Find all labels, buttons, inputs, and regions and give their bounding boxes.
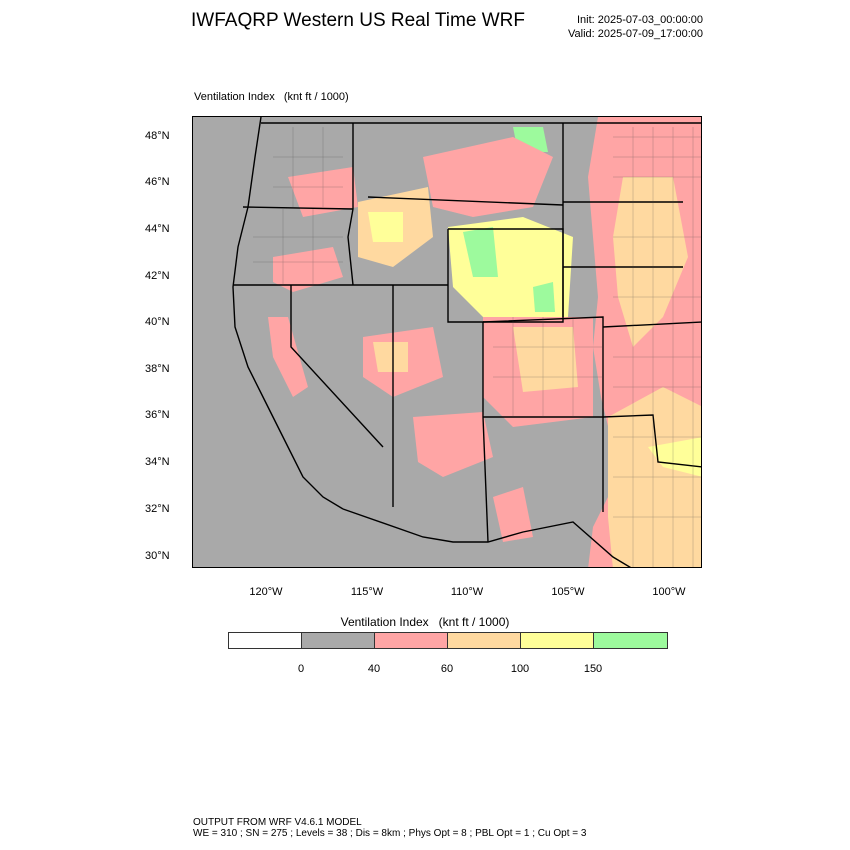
colorbar-label-150: 150 (583, 663, 603, 675)
lat-tick-40: 40°N (145, 316, 170, 328)
colorbar-box-3 (448, 633, 521, 648)
lon-tick-100: 100°W (652, 586, 686, 598)
ca-nv-border (290, 285, 384, 448)
shade-40-60-oregon (273, 247, 343, 292)
lat-tick-32: 32°N (145, 503, 170, 515)
footer-config-line: WE = 310 ; SN = 275 ; Levels = 38 ; Dis … (193, 828, 587, 839)
shade-40-60-arizona (413, 412, 493, 477)
lat-tick-34: 34°N (145, 456, 170, 468)
shade-40-60-sierra (268, 317, 308, 397)
plot-title: IWFAQRP Western US Real Time WRF (191, 10, 525, 31)
lat-tick-44: 44°N (145, 223, 170, 235)
county-lines (253, 127, 701, 567)
colorbar-label-100: 100 (510, 663, 530, 675)
wa-or-border (242, 206, 354, 210)
colorbar-title: Ventilation Index (knt ft / 1000) (340, 615, 510, 629)
lon-tick-120: 120°W (249, 586, 283, 598)
county-lines-co (493, 317, 603, 417)
shade-60-100-northplains (613, 177, 688, 347)
shade-60-100-southplains (608, 387, 701, 567)
ok-tx-border (602, 414, 701, 468)
lat-tick-30: 30°N (145, 550, 170, 562)
shade-150-wyoming-e (533, 282, 555, 312)
footer-model-line: OUTPUT FROM WRF V4.6.1 MODEL (193, 817, 362, 828)
lat-tick-38: 38°N (145, 363, 170, 375)
lon-tick-105: 105°W (551, 586, 585, 598)
county-lines-wa (273, 127, 343, 207)
shade-150-wyoming (463, 227, 498, 277)
shade-40-60-newmexico (493, 487, 533, 542)
field-label: Ventilation Index (knt ft / 1000) (194, 91, 349, 103)
mt-wy-border (367, 196, 564, 206)
lat-tick-36: 36°N (145, 409, 170, 421)
colorbar-label-60: 60 (440, 663, 454, 675)
idaho-west-border (347, 123, 354, 286)
colorbar (228, 632, 668, 649)
colorbar-box-0 (229, 633, 302, 648)
shade-100-150-idaho (368, 212, 403, 242)
colorbar-box-4 (521, 633, 594, 648)
valid-time: Valid: 2025-07-09_17:00:00 (568, 28, 703, 40)
colorbar-box-1 (302, 633, 375, 648)
lon-tick-110: 110°W (450, 586, 484, 598)
county-lines-plains (613, 127, 701, 567)
colorbar-label-0: 0 (297, 663, 305, 675)
lat-tick-48: 48°N (145, 130, 170, 142)
az-nm-border (482, 416, 489, 543)
shaded-field (268, 117, 701, 567)
ventilation-index-map (193, 117, 701, 567)
lat-tick-42: 42°N (145, 270, 170, 282)
lat-tick-46: 46°N (145, 176, 170, 188)
shade-60-100-utah (373, 342, 408, 372)
init-time: Init: 2025-07-03_00:00:00 (577, 14, 703, 26)
lon-tick-115: 115°W (350, 586, 384, 598)
shade-100-150-texas (648, 437, 701, 477)
colorbar-label-40: 40 (367, 663, 381, 675)
mexico-border (342, 508, 632, 567)
county-lines-or (253, 209, 343, 285)
shade-40-60-montana (423, 137, 553, 217)
colorbar-box-2 (375, 633, 448, 648)
colorbar-box-5 (594, 633, 667, 648)
map-panel (192, 116, 702, 568)
shade-60-100-colorado (513, 327, 578, 392)
pacific-coastline (232, 117, 344, 510)
utah-east-border (447, 229, 484, 417)
